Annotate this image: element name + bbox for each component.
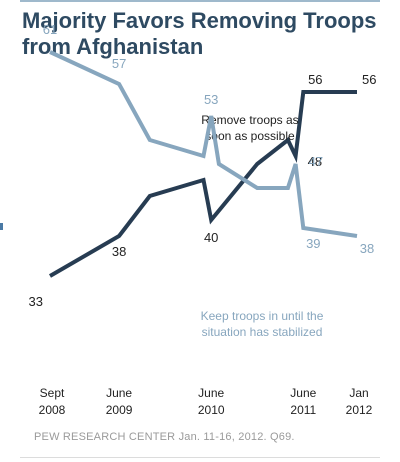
keep-data-labels: 61 57 53 47 39 38	[43, 22, 374, 256]
keep-data-label: 47	[309, 154, 323, 169]
remove-series-label: Remove troops as soon as possible	[201, 113, 298, 143]
x-tick-label: 2008	[39, 403, 66, 417]
x-tick-label: 2010	[198, 403, 225, 417]
remove-data-label: 48	[308, 154, 322, 169]
left-margin-mark	[0, 223, 3, 230]
remove-data-label: 38	[112, 244, 126, 259]
bottom-rule	[20, 457, 380, 458]
x-tick-label: June	[198, 386, 224, 400]
x-tick-label: Jan	[349, 386, 368, 400]
x-tick-label: 2012	[346, 403, 373, 417]
keep-data-label: 38	[360, 241, 374, 256]
remove-data-label: 56	[362, 72, 376, 87]
keep-data-label: 53	[204, 92, 218, 107]
x-tick-label: 2011	[290, 403, 316, 417]
chart-title: Majority Favors Removing Troops from Afg…	[22, 8, 377, 59]
x-tick-label: June	[106, 386, 132, 400]
remove-data-label: 40	[204, 230, 218, 245]
remove-data-label: 33	[29, 294, 43, 309]
series-label-line: Remove troops as	[201, 113, 298, 127]
remove-data-label: 56	[308, 72, 322, 87]
series-label-line: situation has stabilized	[202, 325, 323, 339]
series-label-line: Keep troops in until the	[201, 309, 324, 323]
remove-series-group: 33 38 40 48 56 56 Remove troops as soon as pos…	[29, 72, 377, 309]
keep-data-label: 57	[112, 56, 126, 71]
source-note: PEW RESEARCH CENTER Jan. 11-16, 2012. Q6…	[34, 431, 295, 443]
x-axis-tick-labels: Sept 2008 June 2009 June 2010 June 2011 Jan 2012	[39, 386, 373, 417]
top-rule	[20, 0, 380, 2]
series-label-line: soon as possible	[205, 129, 295, 143]
remove-series-line	[48, 90, 357, 278]
keep-series-line	[49, 50, 358, 238]
keep-data-label: 39	[306, 236, 320, 251]
x-tick-label: Sept	[40, 386, 65, 400]
x-tick-label: 2009	[106, 403, 133, 417]
x-tick-label: June	[290, 386, 316, 400]
keep-series-label: Keep troops in until the situation has st…	[201, 309, 324, 339]
keep-series-group: 61 57 53 47 39 38 Keep troops in until the sit…	[43, 22, 374, 339]
remove-data-labels: 33 38 40 48 56 56	[29, 72, 377, 309]
keep-data-label: 61	[43, 22, 57, 37]
